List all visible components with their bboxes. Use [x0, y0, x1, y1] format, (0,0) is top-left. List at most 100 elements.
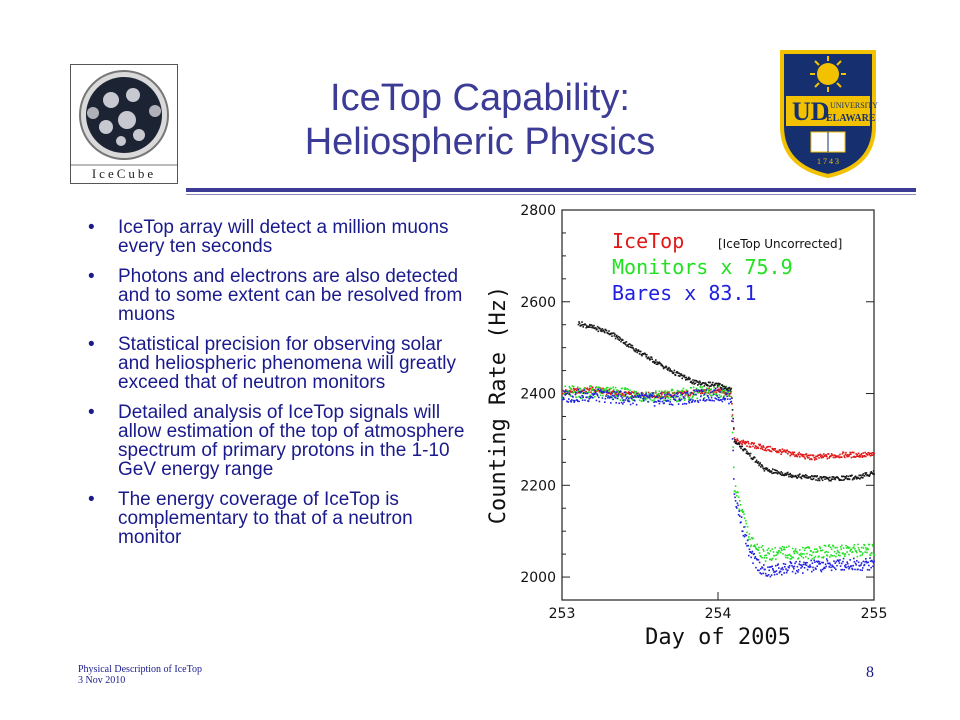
data-point [848, 553, 850, 556]
legend-entry: IceTop [612, 229, 684, 253]
data-point [769, 566, 771, 568]
page-number: 8 [866, 664, 874, 681]
data-point [695, 387, 698, 390]
data-point [618, 339, 620, 341]
data-point [830, 566, 832, 569]
data-point [619, 336, 621, 339]
data-point [635, 349, 638, 352]
data-point [776, 551, 778, 554]
data-point [838, 478, 840, 480]
data-point [611, 335, 613, 338]
data-point [705, 389, 707, 391]
data-point [847, 478, 849, 481]
data-point [753, 552, 755, 555]
data-point [728, 394, 730, 397]
data-point [858, 549, 860, 551]
data-point [625, 388, 627, 390]
data-point [694, 379, 696, 382]
data-point [566, 391, 569, 393]
data-point [627, 392, 629, 395]
data-point [571, 389, 573, 391]
data-point [803, 549, 806, 552]
data-point [745, 441, 748, 444]
data-point [683, 402, 686, 405]
data-point [727, 390, 730, 392]
data-point [853, 546, 855, 548]
data-point [632, 347, 634, 349]
data-point [689, 377, 691, 380]
icecube-logo-text: IceCube [92, 166, 156, 181]
data-point [677, 395, 679, 398]
data-point [788, 564, 791, 567]
data-point [799, 456, 801, 458]
data-point [696, 390, 698, 393]
data-point [624, 399, 626, 401]
y-tick-label: 2600 [520, 295, 556, 311]
data-point [602, 387, 604, 390]
data-point [575, 396, 578, 399]
data-point [793, 552, 796, 555]
data-point [708, 387, 710, 390]
data-point [806, 552, 808, 555]
data-point [773, 554, 776, 557]
data-point [788, 475, 790, 478]
data-point [830, 455, 832, 457]
data-point [652, 392, 654, 395]
data-point [857, 543, 859, 546]
data-point [593, 393, 596, 395]
data-point [683, 390, 685, 393]
data-point [589, 395, 591, 398]
data-point [763, 564, 765, 566]
data-point [664, 390, 667, 392]
data-point [718, 382, 720, 385]
data-point [616, 393, 619, 396]
data-point [872, 470, 875, 472]
data-point [801, 565, 803, 568]
data-point [691, 398, 693, 400]
data-point [753, 545, 755, 547]
y-tick-label: 2200 [520, 478, 556, 494]
data-point [812, 475, 814, 478]
data-point [602, 394, 604, 397]
data-point [705, 383, 707, 386]
data-point [829, 556, 831, 558]
icecube-logo: IceCube [70, 64, 178, 184]
data-point [851, 474, 853, 477]
data-point [770, 574, 773, 576]
data-point [599, 391, 601, 394]
data-point [731, 431, 734, 434]
data-point [732, 427, 735, 429]
data-point [812, 566, 814, 569]
data-point [601, 391, 603, 393]
data-point [736, 507, 738, 509]
data-point [688, 378, 691, 381]
data-point [738, 443, 740, 446]
data-point [870, 471, 872, 473]
data-point [649, 393, 652, 396]
data-point [640, 396, 642, 399]
data-point [698, 383, 700, 385]
data-point [726, 395, 728, 398]
data-point [720, 399, 722, 401]
data-point [735, 506, 737, 508]
data-point [700, 392, 702, 395]
data-point [610, 391, 613, 393]
data-point [683, 399, 686, 401]
data-point [785, 546, 788, 548]
data-point [800, 564, 803, 567]
legend-entry: Monitors x 75.9 [612, 255, 793, 279]
data-point [765, 554, 767, 557]
data-point [622, 339, 624, 341]
data-point [830, 554, 832, 556]
data-point [677, 403, 680, 405]
data-point [835, 568, 837, 571]
data-point [811, 458, 813, 461]
data-point [789, 454, 791, 457]
data-point [626, 399, 629, 401]
data-point [844, 564, 846, 567]
data-point [590, 324, 593, 326]
data-point [671, 395, 673, 398]
data-point [871, 560, 874, 563]
data-point [754, 557, 756, 560]
data-point [609, 387, 611, 390]
